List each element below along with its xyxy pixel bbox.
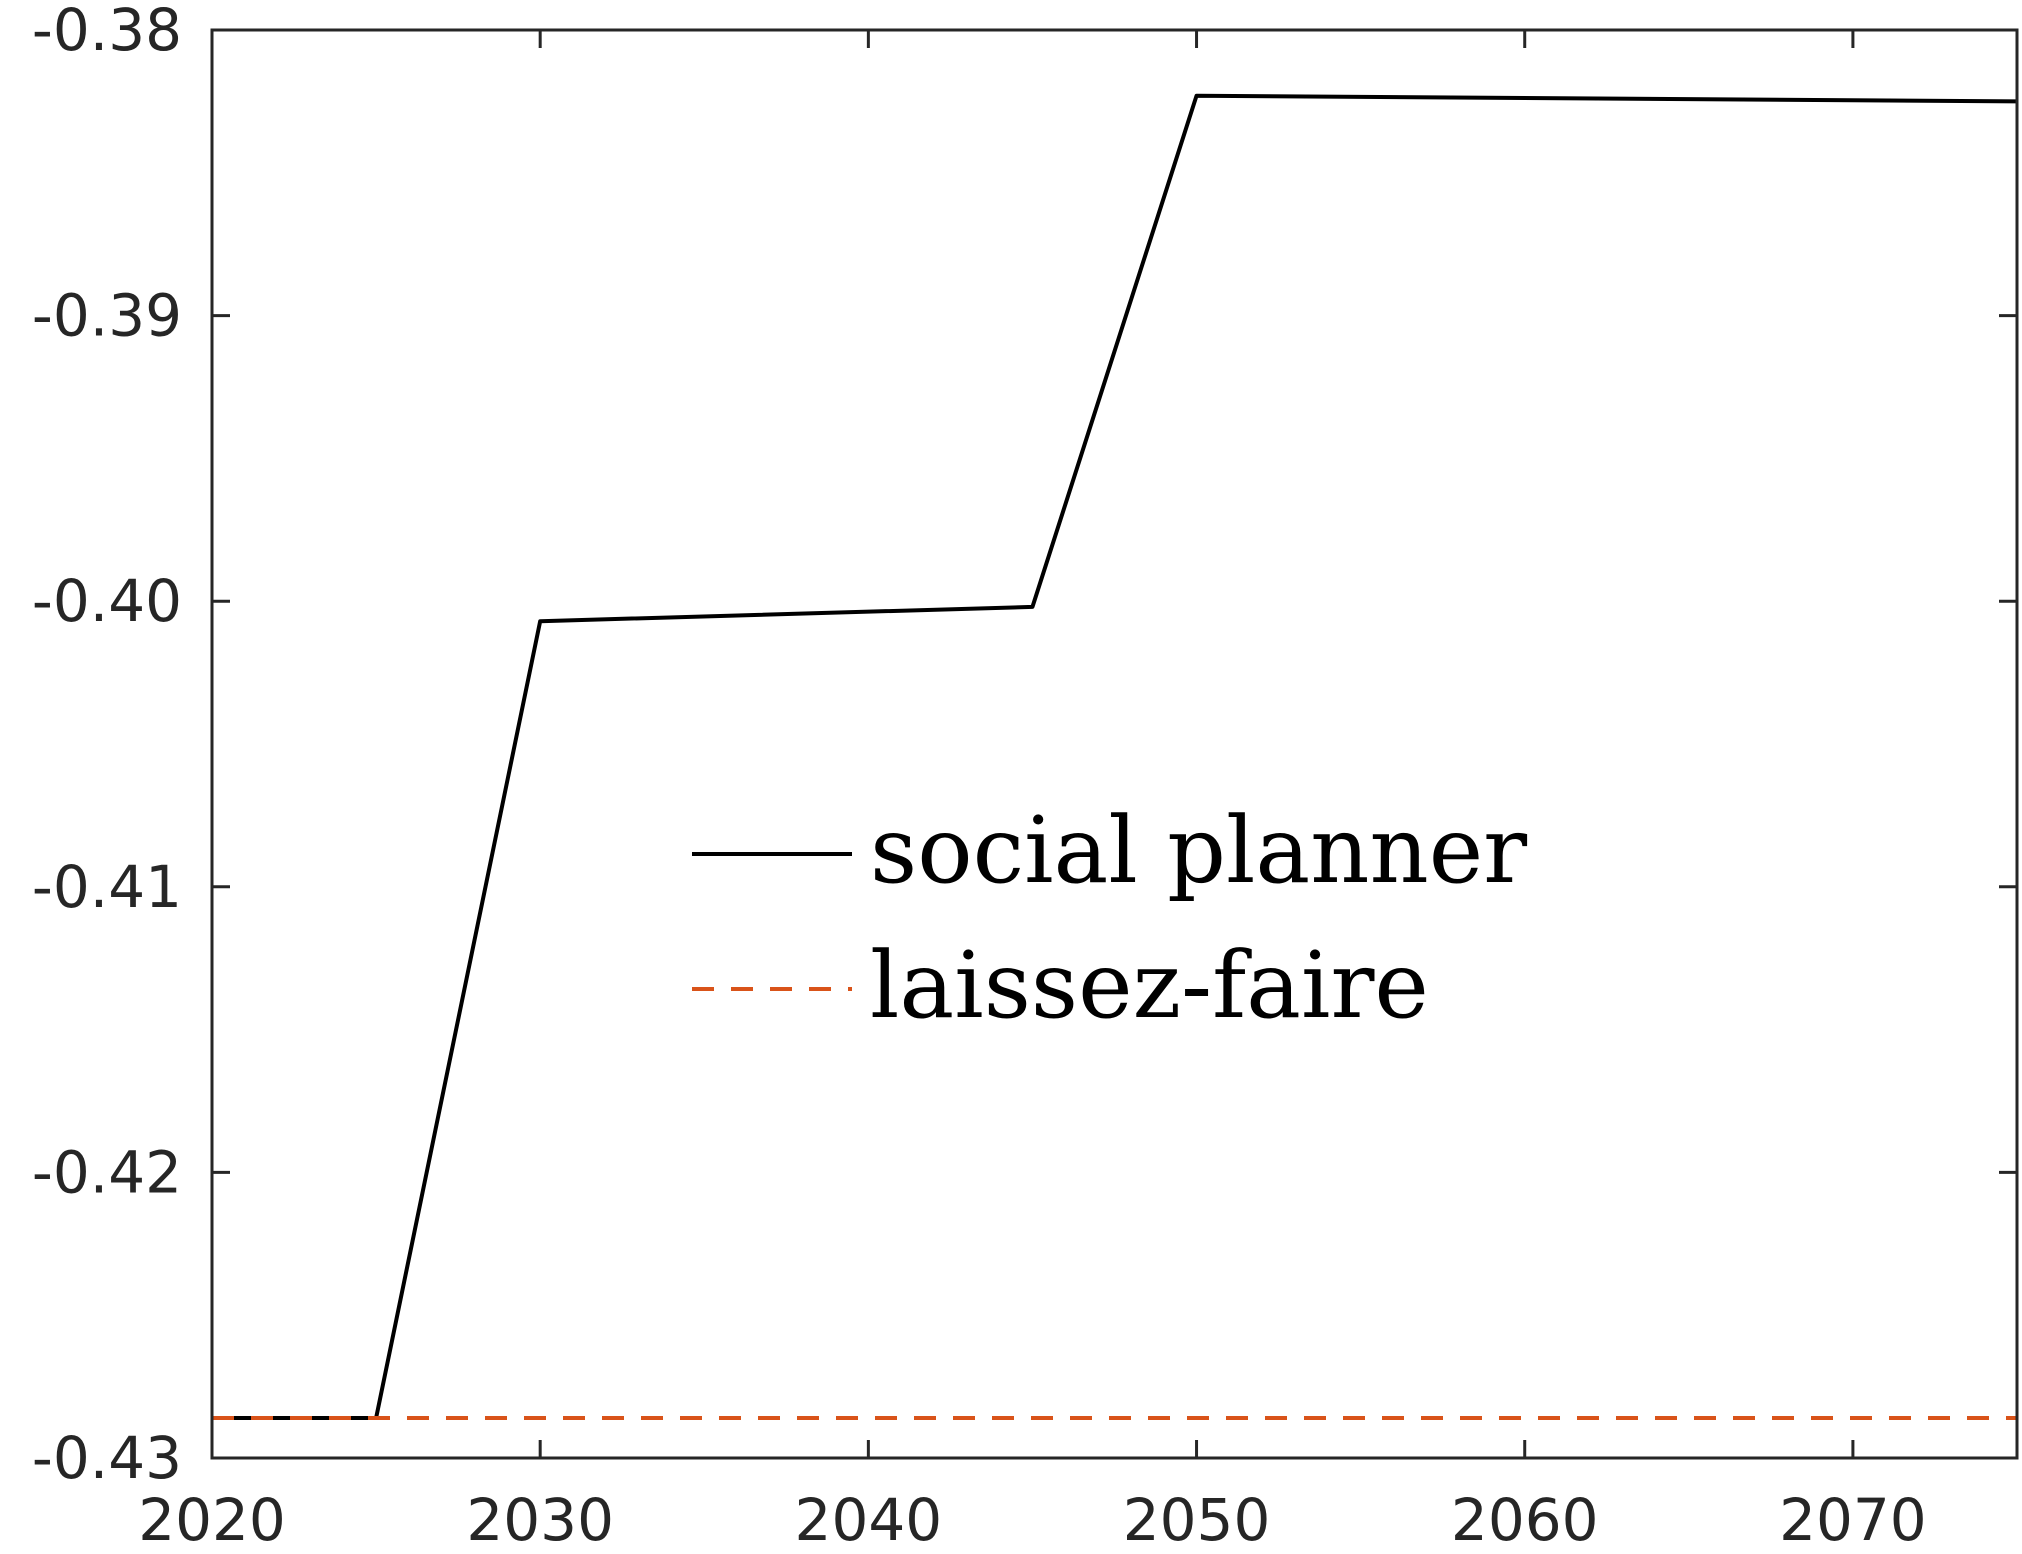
- y-tick-label: -0.41: [32, 853, 182, 921]
- legend-label-laissez-faire: laissez-faire: [870, 932, 1429, 1039]
- y-tick-label: -0.39: [32, 282, 182, 350]
- y-tick-label: -0.38: [32, 0, 182, 64]
- x-axis-tick-labels: 2020 2030 2040 2050 2060 2070: [138, 1486, 1927, 1554]
- y-tick-label: -0.40: [32, 567, 182, 635]
- plot-area: [212, 30, 2017, 1458]
- x-tick-label: 2040: [795, 1486, 943, 1554]
- x-tick-label: 2030: [466, 1486, 614, 1554]
- x-tick-label: 2060: [1451, 1486, 1599, 1554]
- axes-box: [210, 28, 2019, 1460]
- x-tick-label: 2070: [1779, 1486, 1927, 1554]
- legend-label-social-planner: social planner: [870, 797, 1527, 904]
- y-axis-tick-labels: -0.43 -0.42 -0.41 -0.40 -0.39 -0.38: [32, 0, 182, 1492]
- x-tick-label: 2020: [138, 1486, 286, 1554]
- series-layer: [212, 93, 2018, 1421]
- y-tick-label: -0.42: [32, 1138, 182, 1206]
- legend: social planner laissez-faire: [692, 797, 1527, 1039]
- x-tick-label: 2050: [1123, 1486, 1271, 1554]
- y-tick-label: -0.43: [32, 1424, 182, 1492]
